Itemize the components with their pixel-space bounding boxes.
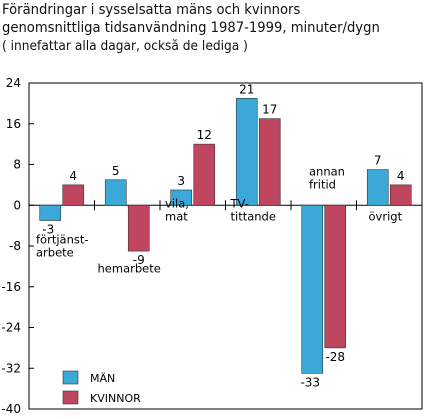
legend-swatch-man [62, 370, 79, 385]
category-label: övrigt [369, 209, 403, 223]
bar-man [235, 97, 258, 206]
data-label: 3 [177, 174, 185, 188]
y-tick-label: 16 [6, 117, 21, 131]
bar-man [39, 204, 62, 221]
category-label: hemarbete [98, 261, 161, 275]
y-tick-label: -16 [1, 280, 21, 294]
data-label: 12 [197, 128, 212, 142]
bar-kvinnor [193, 143, 216, 206]
bar-man [170, 189, 193, 206]
bar-man [301, 204, 324, 374]
y-tick-label: 0 [13, 198, 21, 212]
data-label: -9 [133, 253, 145, 267]
category-label: förtjänst- [36, 232, 89, 246]
data-label: 21 [239, 82, 254, 96]
category-label: annan [309, 164, 345, 178]
y-tick-label: 8 [13, 158, 21, 172]
bar-kvinnor [62, 184, 85, 206]
y-tick-label: -8 [9, 239, 21, 253]
data-label: -33 [300, 375, 320, 389]
bar-kvinnor [258, 118, 281, 206]
legend-label: MÄN [90, 372, 115, 385]
legend-swatch-kvinnor [62, 390, 79, 405]
chart-subtitle: genomsnittliga tidsanvändning 1987-1999,… [2, 20, 380, 36]
chart-title: Förändringar i sysselsatta mäns och kvin… [2, 2, 301, 18]
data-label: 4 [397, 169, 405, 183]
bar-kvinnor [389, 184, 412, 206]
bar-man [104, 179, 127, 206]
bar-kvinnor [324, 204, 347, 349]
bar-kvinnor [127, 204, 150, 252]
data-label: -28 [325, 350, 345, 364]
category-label: TV- [230, 196, 249, 210]
data-label: -3 [42, 223, 54, 237]
category-label: fritid [309, 177, 336, 191]
y-tick-label: -24 [1, 321, 21, 335]
data-label: 17 [262, 103, 277, 117]
data-label: 4 [69, 169, 77, 183]
category-label: mat [165, 209, 188, 223]
y-tick-label: -32 [1, 361, 21, 375]
category-label: vila, [165, 196, 189, 210]
chart-note: ( innefattar alla dagar, också de lediga… [2, 39, 248, 54]
data-label: 5 [112, 164, 120, 178]
legend-label: KVINNOR [90, 392, 141, 405]
bar-man [366, 169, 389, 206]
y-tick-label: 24 [6, 76, 21, 90]
category-label: arbete [36, 245, 74, 259]
data-label: 7 [374, 154, 382, 168]
y-tick-label: -40 [1, 402, 21, 416]
category-label: tittande [231, 209, 276, 223]
